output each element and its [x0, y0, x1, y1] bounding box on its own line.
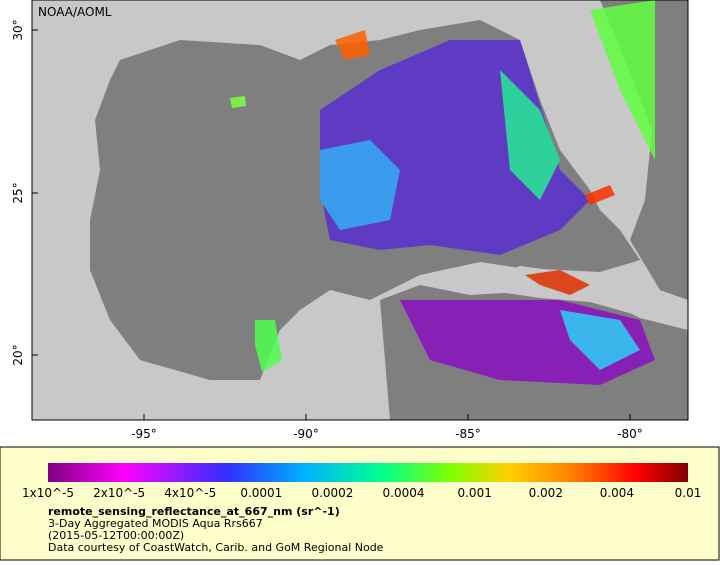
colorbar-label: 0.0001 — [240, 486, 282, 500]
lon-label: -95° — [131, 427, 157, 441]
data-patch — [525, 270, 590, 295]
legend-line: Data courtesy of CoastWatch, Carib. and … — [48, 541, 384, 554]
axis-ticks: 30° 25° 20° -95° -90° -85° -80° — [11, 19, 643, 441]
lon-label: -80° — [617, 427, 643, 441]
colorbar-label: 4x10^-5 — [164, 486, 216, 500]
variable-name: remote_sensing_reflectance_at_667_nm (sr… — [48, 505, 340, 518]
lat-label: 30° — [11, 19, 25, 40]
colorbar-label: 0.0002 — [311, 486, 353, 500]
legend: 1x10^-5 2x10^-5 4x10^-5 0.0001 0.0002 0.0004 0… — [22, 486, 701, 554]
lat-label: 20° — [11, 344, 25, 365]
data-patch — [585, 185, 615, 205]
data-patch — [500, 70, 560, 200]
colorbar-label: 0.01 — [675, 486, 702, 500]
lat-label: 25° — [11, 182, 25, 203]
data-patch — [255, 320, 282, 372]
reflectance-data — [230, 0, 655, 385]
data-patch — [560, 310, 640, 370]
data-patch — [335, 30, 370, 60]
colorbar-label: 1x10^-5 — [22, 486, 74, 500]
colorbar-label: 0.004 — [600, 486, 634, 500]
map-frame — [31, 0, 689, 421]
data-patch — [590, 0, 655, 160]
colorbar-label: 0.0004 — [383, 486, 425, 500]
lon-label: -90° — [293, 427, 319, 441]
colorbar — [48, 463, 688, 482]
lon-label: -85° — [455, 427, 481, 441]
colorbar-label: 0.001 — [457, 486, 491, 500]
legend-line: (2015-05-12T00:00:00Z) — [48, 529, 184, 542]
colorbar-label: 0.002 — [529, 486, 563, 500]
data-patch — [320, 140, 400, 230]
legend-line: 3-Day Aggregated MODIS Aqua Rrs667 — [48, 517, 263, 530]
credit: NOAA/AOML — [38, 5, 112, 19]
data-patch — [230, 96, 246, 108]
map: NOAA/AOML — [31, 0, 689, 421]
atlantic-water — [600, 0, 688, 300]
colorbar-label: 2x10^-5 — [93, 486, 145, 500]
